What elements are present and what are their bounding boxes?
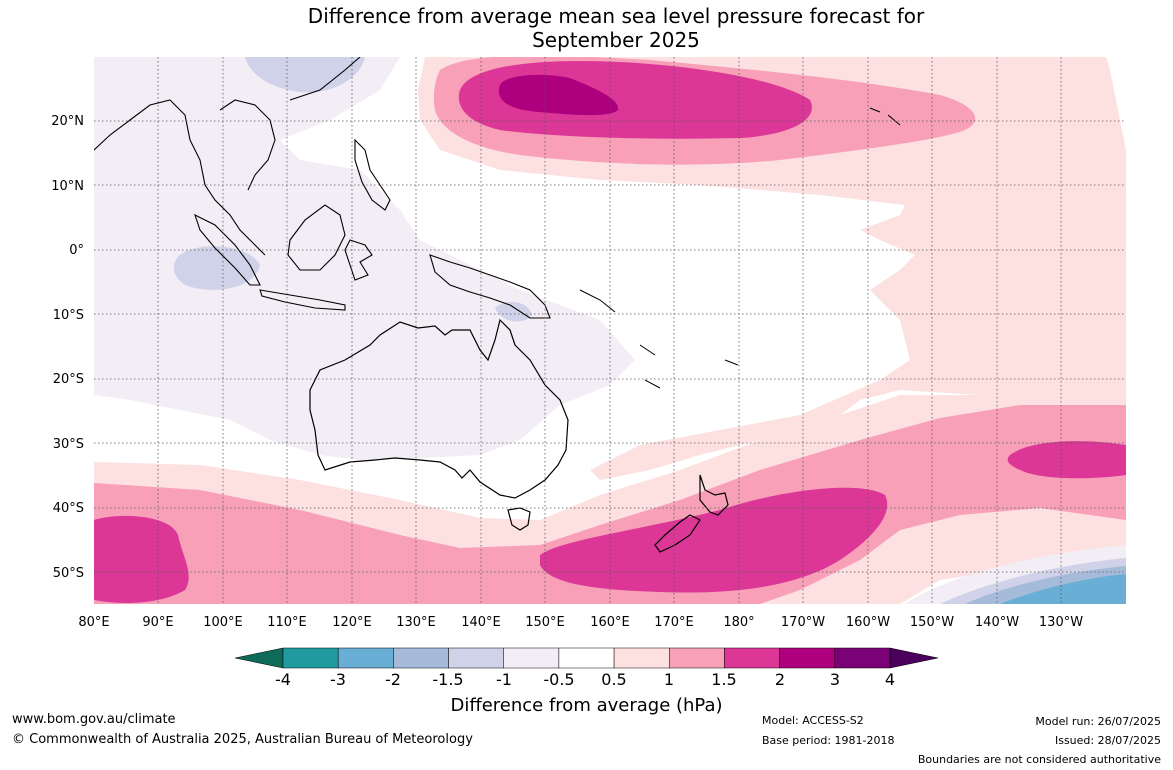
lon-label: 160°W bbox=[846, 615, 890, 630]
sumatra-coastline bbox=[194, 213, 261, 286]
se-negative-anomaly-2 bbox=[1000, 574, 1126, 604]
colorbar-tick: -2 bbox=[385, 670, 401, 689]
lon-label: 140°E bbox=[461, 615, 501, 630]
map-area bbox=[94, 57, 1126, 604]
lon-label: 140°W bbox=[975, 615, 1019, 630]
colorbar-low-extend bbox=[234, 647, 284, 669]
tasmania-coastline bbox=[507, 507, 531, 531]
southern-anomaly-1.5-far-east bbox=[1007, 441, 1126, 479]
borneo-coastline bbox=[287, 204, 346, 271]
colorbar-segment bbox=[724, 647, 780, 669]
title-line-2: September 2025 bbox=[532, 28, 700, 52]
southern-anomaly-1.5-east bbox=[540, 487, 888, 593]
pacific-islands bbox=[579, 107, 901, 389]
colorbar-segment bbox=[779, 647, 836, 669]
java-coastline bbox=[259, 289, 346, 311]
lat-label: 20°S bbox=[53, 372, 84, 387]
australia-coastline bbox=[309, 318, 569, 499]
colorbar-segment bbox=[503, 647, 560, 669]
lon-label: 180° bbox=[723, 615, 754, 630]
colorbar-segment bbox=[558, 647, 615, 669]
colorbar-tick: 4 bbox=[884, 670, 896, 689]
colorbar-segment bbox=[613, 647, 670, 669]
sulawesi-coastline bbox=[344, 239, 373, 281]
site-url: www.bom.gov.au/climate bbox=[12, 712, 176, 727]
lon-label: 110°E bbox=[267, 615, 307, 630]
colorbar-segment bbox=[669, 647, 725, 669]
colorbar-segment bbox=[834, 647, 891, 669]
negative-anomaly-small-3 bbox=[495, 301, 532, 322]
colorbar-tick: -0.5 bbox=[543, 670, 575, 689]
philippines-coastline bbox=[354, 138, 391, 211]
title-line-1: Difference from average mean sea level p… bbox=[307, 4, 925, 28]
lon-label: 150°W bbox=[910, 615, 954, 630]
negative-anomaly-region bbox=[94, 57, 635, 460]
colorbar-high-extend bbox=[889, 647, 939, 669]
north-pacific-anomaly-0.5 bbox=[418, 57, 1126, 480]
colorbar-segment bbox=[337, 647, 394, 669]
lat-label: 10°N bbox=[51, 179, 84, 194]
colorbar-tick: 2 bbox=[774, 670, 786, 689]
asia-coastline bbox=[94, 57, 361, 256]
colorbar-tick: -1 bbox=[496, 670, 512, 689]
lat-label: 10°S bbox=[53, 308, 84, 323]
graticule bbox=[94, 57, 1126, 604]
colorbar-segment bbox=[393, 647, 449, 669]
colorbar-segment bbox=[282, 647, 339, 669]
lon-label: 120°E bbox=[332, 615, 372, 630]
colorbar-tick: -1.5 bbox=[432, 670, 464, 689]
north-pacific-anomaly-2 bbox=[498, 74, 619, 116]
colorbar-tick: 3 bbox=[829, 670, 841, 689]
colorbar-tick: 0.5 bbox=[601, 670, 627, 689]
new-zealand-coastline bbox=[654, 474, 729, 553]
colorbar bbox=[234, 647, 939, 669]
lat-label: 0° bbox=[69, 243, 84, 258]
colorbar-tick: -3 bbox=[330, 670, 346, 689]
colorbar-label: Difference from average (hPa) bbox=[450, 695, 723, 716]
lon-label: 150°E bbox=[525, 615, 565, 630]
boundaries-note: Boundaries are not considered authoritat… bbox=[917, 753, 1161, 766]
lon-label: 130°E bbox=[396, 615, 436, 630]
issued-date: Issued: 28/07/2025 bbox=[1054, 734, 1161, 747]
southern-anomaly-1.5-west bbox=[94, 515, 189, 603]
lat-label: 50°S bbox=[53, 566, 84, 581]
colorbar-tick: -4 bbox=[275, 670, 291, 689]
lat-label: 30°S bbox=[53, 437, 84, 452]
lat-label: 20°N bbox=[51, 114, 84, 129]
colorbar-tick: 1 bbox=[663, 670, 675, 689]
lon-label: 90°E bbox=[142, 615, 173, 630]
lon-label: 160°E bbox=[590, 615, 630, 630]
lon-label: 80°E bbox=[78, 615, 109, 630]
colorbar-tick: 1.5 bbox=[711, 670, 737, 689]
map-title: Difference from average mean sea level p… bbox=[0, 4, 1173, 52]
lon-label: 170°W bbox=[781, 615, 825, 630]
copyright: © Commonwealth of Australia 2025, Austra… bbox=[12, 732, 473, 747]
base-period: Base period: 1981-2018 bbox=[762, 734, 895, 747]
model-run: Model run: 26/07/2025 bbox=[1035, 715, 1161, 728]
new-guinea-coastline bbox=[429, 254, 551, 319]
negative-anomaly-small-1 bbox=[173, 246, 260, 290]
latitude-labels: 20°N 10°N 0° 10°S 20°S 30°S 40°S 50°S bbox=[51, 114, 84, 581]
negative-anomaly-small-2 bbox=[245, 57, 365, 93]
longitude-labels: 80°E 90°E 100°E 110°E 120°E 130°E 140°E … bbox=[78, 615, 1083, 630]
lon-label: 130°W bbox=[1039, 615, 1083, 630]
lat-label: 40°S bbox=[53, 501, 84, 516]
model-name: Model: ACCESS-S2 bbox=[762, 714, 864, 727]
colorbar-segment bbox=[448, 647, 504, 669]
lon-label: 170°E bbox=[654, 615, 694, 630]
lon-label: 100°E bbox=[203, 615, 243, 630]
